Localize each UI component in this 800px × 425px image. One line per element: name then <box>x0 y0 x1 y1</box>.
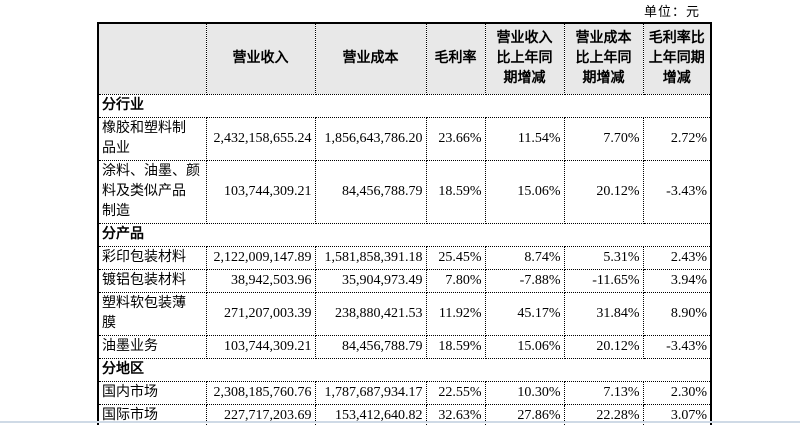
cell-margin: 25.45% <box>425 246 486 270</box>
cell-cost: 84,456,788.79 <box>314 160 427 224</box>
cell-margin-yoy: 3.07% <box>642 404 712 425</box>
cell-margin-yoy: 2.43% <box>642 246 712 270</box>
cell-revenue-yoy: 10.30% <box>484 381 565 405</box>
section-title: 分地区 <box>97 358 712 382</box>
cell-cost-yoy: 5.31% <box>563 246 644 270</box>
cell-revenue-yoy: 8.74% <box>484 246 565 270</box>
row-label: 涂料、油墨、颜 料及类似产品 制造 <box>97 160 207 224</box>
unit-label: 单位：元 <box>643 4 700 19</box>
cell-margin-yoy: 2.72% <box>642 117 712 161</box>
row-label: 橡胶和塑料制 品业 <box>97 117 207 161</box>
cell-cost: 1,581,858,391.18 <box>314 246 427 270</box>
col-header-revenue-yoy: 营业收入 比上年同 期增减 <box>484 22 565 95</box>
cell-cost-yoy: 7.70% <box>563 117 644 161</box>
cell-revenue: 271,207,003.39 <box>205 292 316 336</box>
cell-cost: 238,880,421.53 <box>314 292 427 336</box>
cell-cost-yoy: 7.13% <box>563 381 644 405</box>
cell-margin-yoy: -3.43% <box>642 335 712 359</box>
cell-cost-yoy: 31.84% <box>563 292 644 336</box>
cell-revenue: 38,942,503.96 <box>205 269 316 293</box>
cell-margin: 23.66% <box>425 117 486 161</box>
cell-cost: 153,412,640.82 <box>314 404 427 425</box>
section-row: 分地区 <box>97 358 712 382</box>
header-row: 营业收入 营业成本 毛利率 营业收入 比上年同 期增减 营业成本 比上年同 期增减 毛利率… <box>97 22 712 95</box>
col-header-margin-yoy: 毛利率比 上年同期 增减 <box>642 22 712 95</box>
cell-margin: 18.59% <box>425 335 486 359</box>
row-label: 彩印包装材料 <box>97 246 207 270</box>
section-row: 分产品 <box>97 223 712 247</box>
cell-margin-yoy: 3.94% <box>642 269 712 293</box>
cell-cost-yoy: -11.65% <box>563 269 644 293</box>
section-title: 分产品 <box>97 223 712 247</box>
table-row: 塑料软包装薄 膜 271,207,003.39 238,880,421.53 11.9… <box>97 292 712 336</box>
cell-revenue-yoy: 27.86% <box>484 404 565 425</box>
row-label: 油墨业务 <box>97 335 207 359</box>
cell-margin-yoy: 8.90% <box>642 292 712 336</box>
cell-cost: 1,856,643,786.20 <box>314 117 427 161</box>
cell-margin: 7.80% <box>425 269 486 293</box>
cell-revenue: 103,744,309.21 <box>205 160 316 224</box>
table-row: 国际市场 227,717,203.69 153,412,640.82 32.63% 27… <box>97 404 712 425</box>
cell-revenue-yoy: 15.06% <box>484 160 565 224</box>
bottom-divider <box>0 421 800 423</box>
cell-cost: 1,787,687,934.17 <box>314 381 427 405</box>
row-label: 塑料软包装薄 膜 <box>97 292 207 336</box>
table-row: 国内市场 2,308,185,760.76 1,787,687,934.17 22.5… <box>97 381 712 405</box>
cell-revenue: 2,122,009,147.89 <box>205 246 316 270</box>
cell-revenue-yoy: -7.88% <box>484 269 565 293</box>
table-header: 营业收入 营业成本 毛利率 营业收入 比上年同 期增减 营业成本 比上年同 期增减 毛利率… <box>97 22 712 95</box>
section-row: 分行业 <box>97 94 712 118</box>
row-label: 国际市场 <box>97 404 207 425</box>
cell-revenue: 2,432,158,655.24 <box>205 117 316 161</box>
col-header-cost-yoy: 营业成本 比上年同 期增减 <box>563 22 644 95</box>
table-body: 分行业 橡胶和塑料制 品业 2,432,158,655.24 1,856,643,78… <box>97 94 712 425</box>
cell-margin-yoy: -3.43% <box>642 160 712 224</box>
cell-revenue-yoy: 15.06% <box>484 335 565 359</box>
cell-revenue-yoy: 45.17% <box>484 292 565 336</box>
cell-revenue-yoy: 11.54% <box>484 117 565 161</box>
col-header-label <box>97 22 207 95</box>
row-label: 国内市场 <box>97 381 207 405</box>
table-row: 油墨业务 103,744,309.21 84,456,788.79 18.59% 15.… <box>97 335 712 359</box>
table-row: 彩印包装材料 2,122,009,147.89 1,581,858,391.18 25… <box>97 246 712 270</box>
cell-cost-yoy: 20.12% <box>563 335 644 359</box>
section-title: 分行业 <box>97 94 712 118</box>
table-row: 镀铝包装材料 38,942,503.96 35,904,973.49 7.80% -7.… <box>97 269 712 293</box>
cell-revenue: 2,308,185,760.76 <box>205 381 316 405</box>
financial-breakdown-table: 营业收入 营业成本 毛利率 营业收入 比上年同 期增减 营业成本 比上年同 期增减 毛利率… <box>97 22 712 425</box>
cell-cost: 35,904,973.49 <box>314 269 427 293</box>
cell-cost-yoy: 22.28% <box>563 404 644 425</box>
row-label: 镀铝包装材料 <box>97 269 207 293</box>
table-row: 涂料、油墨、颜 料及类似产品 制造 103,744,309.21 84,456,78… <box>97 160 712 224</box>
cell-margin: 22.55% <box>425 381 486 405</box>
cell-margin: 11.92% <box>425 292 486 336</box>
col-header-cost: 营业成本 <box>314 22 427 95</box>
cell-margin: 18.59% <box>425 160 486 224</box>
cell-cost-yoy: 20.12% <box>563 160 644 224</box>
cell-revenue: 227,717,203.69 <box>205 404 316 425</box>
cell-revenue: 103,744,309.21 <box>205 335 316 359</box>
table-row: 橡胶和塑料制 品业 2,432,158,655.24 1,856,643,786.2… <box>97 117 712 161</box>
cell-margin-yoy: 2.30% <box>642 381 712 405</box>
cell-cost: 84,456,788.79 <box>314 335 427 359</box>
col-header-revenue: 营业收入 <box>205 22 316 95</box>
col-header-margin: 毛利率 <box>425 22 486 95</box>
